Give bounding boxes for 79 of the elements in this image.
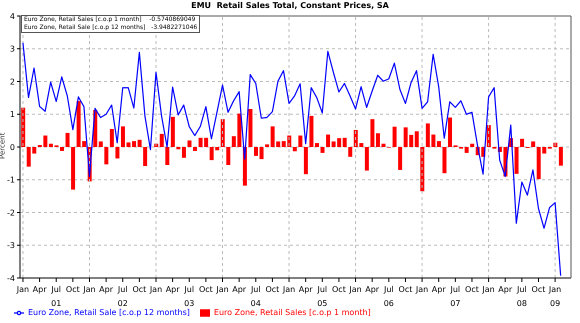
- x-tick-label: Jul 04: [250, 285, 261, 308]
- bar: [292, 147, 297, 152]
- bar: [110, 128, 114, 147]
- y-tick-label: -4: [7, 274, 15, 283]
- bar: [470, 144, 474, 147]
- bar: [536, 147, 541, 180]
- x-tick-label: Apr: [232, 285, 247, 294]
- bar: [226, 147, 230, 166]
- x-tick-label: Oct: [532, 285, 546, 294]
- bar: [558, 147, 563, 166]
- y-tick-label: -2: [7, 208, 15, 218]
- x-tick-label: Oct: [265, 285, 280, 294]
- bar: [442, 147, 446, 174]
- x-tick-label: Oct: [398, 285, 412, 294]
- bar: [26, 147, 31, 167]
- bar: [193, 147, 198, 151]
- x-tick-label: Jul 07: [450, 285, 460, 308]
- bar: [60, 147, 64, 151]
- line-series: [22, 42, 562, 276]
- bar: [304, 147, 308, 174]
- bar: [398, 147, 402, 170]
- legend-label: Euro Zone, Retail Sale [c.o.p 12 months]: [28, 308, 190, 318]
- x-tick-label: Oct: [132, 285, 146, 294]
- x-tick-label: Oct: [465, 285, 479, 294]
- x-tick-label: Jan: [215, 285, 229, 294]
- x-tick-label: Jul 08: [516, 285, 527, 308]
- bar: [32, 147, 36, 154]
- bar: [104, 147, 108, 164]
- x-tick-label: Jan: [414, 285, 428, 294]
- bar: [165, 147, 170, 166]
- x-tick-label: Apr: [298, 285, 314, 294]
- y-tick-label: 3: [10, 44, 15, 54]
- bar: [514, 147, 519, 174]
- bar: [531, 141, 536, 147]
- y-tick-label: 2: [10, 77, 15, 86]
- x-tick-label: Jan: [282, 285, 296, 294]
- x-tick-label: Apr: [32, 285, 48, 294]
- bar: [364, 147, 369, 171]
- x-tick-label: Jul 03: [183, 285, 194, 308]
- bar: [187, 140, 192, 147]
- bar: [71, 147, 76, 190]
- bar: [98, 141, 103, 147]
- bar: [248, 109, 252, 147]
- bar: [320, 147, 325, 153]
- x-tick-label: Jan: [16, 285, 30, 294]
- x-tick-label: Apr: [365, 285, 380, 294]
- x-tick-label: Oct: [198, 285, 213, 294]
- bar: [298, 136, 302, 147]
- x-tick-label: Jan: [148, 285, 162, 294]
- x-tick-label: Jan 09: [548, 285, 562, 308]
- x-tick-label: Apr: [166, 285, 180, 294]
- bar: [115, 147, 120, 158]
- bar: [66, 132, 70, 147]
- x-tick-label: Apr: [432, 285, 446, 294]
- x-tick-label: Oct: [332, 285, 346, 294]
- chart-title: EMU Retail Sales Total, Constant Prices, SA: [190, 1, 390, 10]
- x-tick-label: Jan: [348, 285, 362, 294]
- y-tick-label: -1: [7, 176, 15, 185]
- bar: [520, 138, 524, 147]
- bar: [414, 131, 419, 147]
- y-tick-label: 1: [10, 110, 15, 120]
- x-tick-label: Jan: [481, 285, 495, 294]
- x-tick-label: Jul 01: [50, 285, 62, 308]
- bar: [143, 147, 148, 166]
- legend-label: Euro Zone, Retail Sales [c.o.p 1 month]: [214, 308, 371, 318]
- bar: [160, 134, 164, 147]
- x-tick-label: Apr: [498, 285, 513, 294]
- bar: [348, 147, 352, 157]
- x-tick-label: Jul 06: [382, 285, 394, 308]
- y-tick-label: 0: [10, 142, 15, 152]
- x-tick-label: Oct: [66, 285, 80, 294]
- x-tick-label: Jul 02: [116, 285, 128, 308]
- x-tick-label: Apr: [99, 285, 114, 294]
- y-tick-label: -3: [7, 241, 15, 250]
- bar: [392, 126, 397, 147]
- x-tick-label: Jan: [82, 285, 96, 294]
- x-tick-label: Jul 05: [316, 285, 328, 308]
- bar: [170, 116, 175, 147]
- y-tick-label: 4: [10, 12, 15, 21]
